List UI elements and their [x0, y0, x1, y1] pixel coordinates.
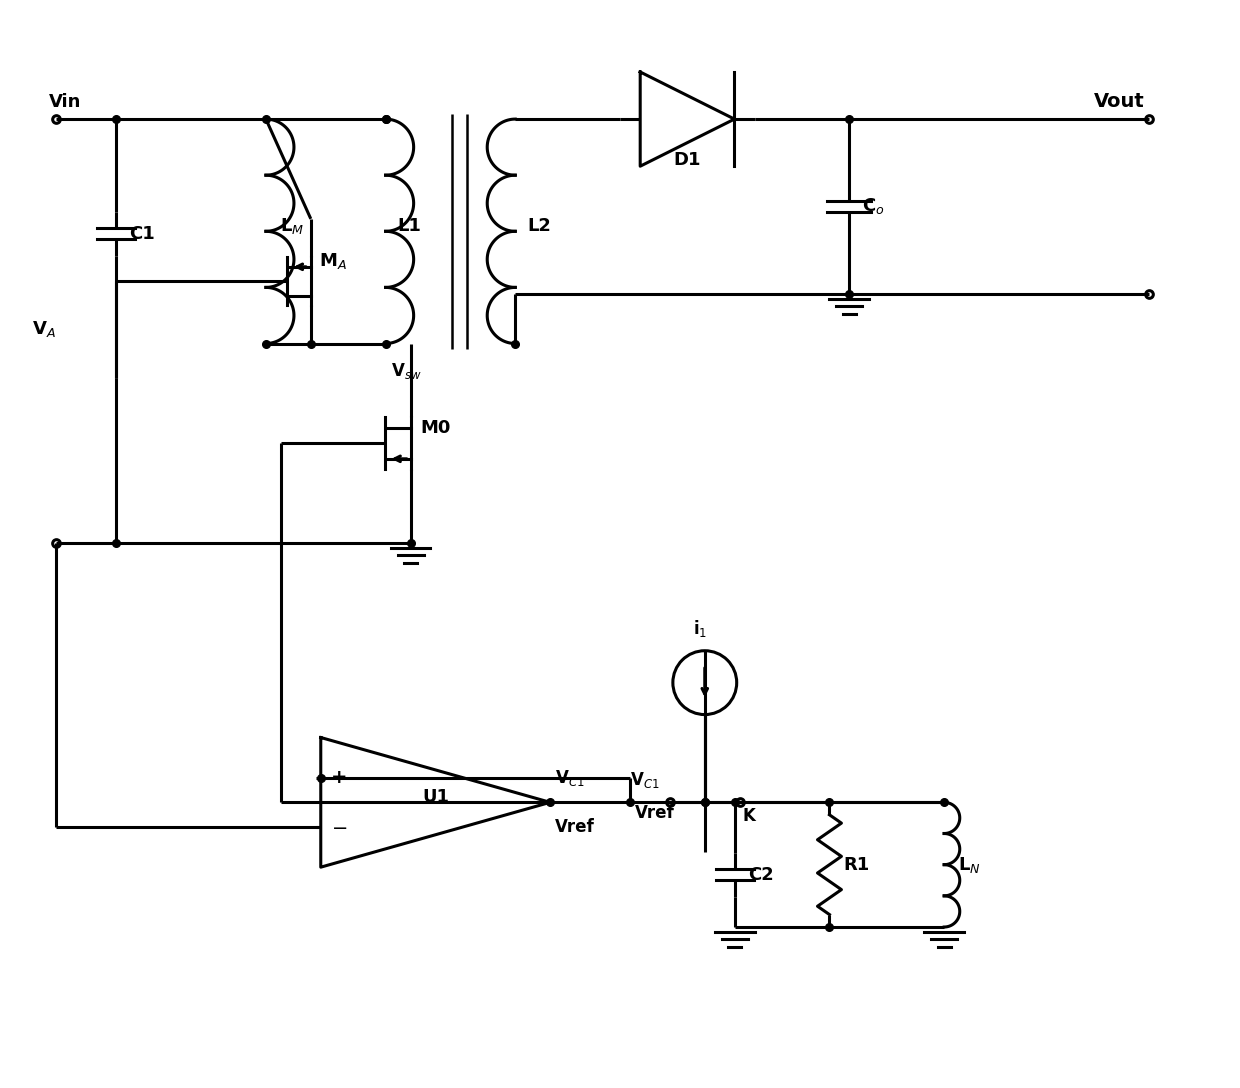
- Text: V$_{sw}$: V$_{sw}$: [391, 361, 422, 382]
- Text: Vin: Vin: [48, 94, 81, 111]
- Text: L1: L1: [398, 218, 422, 235]
- Text: V$_{C1}$: V$_{C1}$: [556, 768, 585, 788]
- Text: V$_{C1}$: V$_{C1}$: [630, 770, 660, 790]
- Text: Vref: Vref: [556, 818, 595, 836]
- Text: R1: R1: [843, 855, 869, 874]
- Text: C1: C1: [129, 225, 155, 243]
- Text: +: +: [331, 768, 347, 788]
- Text: i$_1$: i$_1$: [693, 618, 707, 639]
- Text: U1: U1: [422, 789, 449, 806]
- Text: C$_o$: C$_o$: [862, 196, 885, 217]
- Text: Vout: Vout: [1094, 92, 1145, 111]
- Text: L2: L2: [527, 218, 551, 235]
- Text: $-$: $-$: [331, 817, 347, 837]
- Text: M$_A$: M$_A$: [319, 251, 347, 271]
- Text: M0: M0: [420, 419, 451, 437]
- Text: C2: C2: [748, 866, 774, 883]
- Text: D1: D1: [673, 151, 701, 169]
- Text: Vref: Vref: [635, 804, 675, 823]
- Text: L$_M$: L$_M$: [280, 217, 304, 236]
- Text: L$_N$: L$_N$: [959, 855, 981, 875]
- Text: K: K: [743, 807, 755, 826]
- Text: V$_A$: V$_A$: [31, 319, 56, 338]
